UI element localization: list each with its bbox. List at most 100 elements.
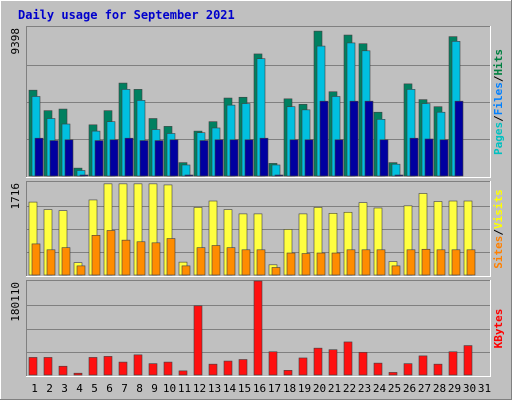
day-label: 12 — [193, 382, 206, 395]
bar-sites-day-11 — [181, 265, 191, 276]
bar-kbytes-day-27 — [418, 355, 428, 376]
bar-pages-day-28 — [439, 139, 449, 177]
bar-kbytes-day-2 — [43, 357, 53, 376]
legend-label: / — [492, 75, 505, 82]
bar-sites-day-18 — [286, 252, 296, 276]
day-label: 22 — [343, 382, 356, 395]
chart-panels: 9398Pages/Files/Hits1716Sites/Visits1801… — [9, 26, 505, 377]
bar-sites-day-6 — [106, 230, 116, 276]
legend-label: Pages — [492, 122, 505, 155]
series-legend: Pages/Files/Hits — [492, 49, 505, 155]
bar-kbytes-day-14 — [223, 360, 233, 376]
bar-sites-day-7 — [121, 239, 131, 276]
bar-pages-day-17 — [274, 174, 284, 177]
legend-label: KBytes — [492, 309, 505, 349]
day-label: 21 — [328, 382, 341, 395]
bar-sites-day-15 — [241, 249, 251, 276]
y-max-label: 9398 — [9, 28, 22, 55]
bar-kbytes-day-19 — [298, 357, 308, 376]
bar-pages-day-20 — [319, 100, 329, 177]
day-label: 8 — [136, 382, 143, 395]
bar-kbytes-day-24 — [373, 362, 383, 376]
bar-sites-day-17 — [271, 267, 281, 276]
bar-pages-day-18 — [289, 139, 299, 177]
bar-kbytes-day-12 — [193, 305, 203, 376]
bar-pages-day-8 — [139, 140, 149, 177]
bar-pages-day-16 — [259, 137, 269, 177]
day-label: 3 — [61, 382, 68, 395]
bar-kbytes-day-9 — [148, 363, 158, 376]
bar-pages-day-12 — [199, 140, 209, 177]
bar-sites-day-25 — [391, 265, 401, 276]
series-legend: KBytes — [492, 309, 505, 349]
day-label: 15 — [238, 382, 251, 395]
day-label: 25 — [388, 382, 401, 395]
day-label: 17 — [268, 382, 281, 395]
bar-pages-day-9 — [154, 140, 164, 177]
day-label: 4 — [76, 382, 83, 395]
bar-pages-day-23 — [364, 100, 374, 177]
bar-pages-day-19 — [304, 139, 314, 177]
bar-pages-day-29 — [454, 100, 464, 177]
bar-pages-day-5 — [94, 140, 104, 177]
bar-sites-day-19 — [301, 253, 311, 276]
bar-kbytes-day-3 — [58, 365, 68, 376]
day-label: 2 — [46, 382, 53, 395]
bar-kbytes-day-23 — [358, 351, 368, 376]
legend-label: Files — [492, 82, 505, 115]
day-label: 16 — [253, 382, 266, 395]
bar-kbytes-day-29 — [448, 351, 458, 376]
bar-sites-day-21 — [331, 252, 341, 276]
bar-sites-day-12 — [196, 247, 206, 276]
day-label: 7 — [121, 382, 128, 395]
bar-sites-day-1 — [31, 243, 41, 276]
day-label: 24 — [373, 382, 387, 395]
bar-pages-day-2 — [49, 140, 59, 177]
bar-pages-day-14 — [229, 139, 239, 177]
bar-sites-day-28 — [436, 249, 446, 276]
day-label: 5 — [91, 382, 98, 395]
bar-sites-day-10 — [166, 238, 176, 276]
y-max-label: 1716 — [9, 183, 22, 210]
bar-files-day-11 — [181, 164, 191, 177]
bar-pages-day-7 — [124, 137, 134, 177]
bar-kbytes-day-1 — [28, 357, 38, 376]
bar-kbytes-day-30 — [463, 345, 473, 376]
day-label: 23 — [358, 382, 371, 395]
bar-kbytes-day-13 — [208, 363, 218, 376]
bar-sites-day-13 — [211, 245, 221, 276]
bar-kbytes-day-21 — [328, 349, 338, 376]
legend-label: Sites — [492, 236, 505, 269]
day-label: 18 — [283, 382, 296, 395]
panel-kbytes: 180110 KBytes — [9, 280, 505, 377]
bar-kbytes-day-6 — [103, 356, 113, 376]
bar-sites-day-2 — [46, 249, 56, 276]
bar-kbytes-day-25 — [388, 372, 398, 376]
legend-label: Hits — [492, 49, 505, 76]
bar-sites-day-23 — [361, 249, 371, 276]
bar-pages-day-22 — [349, 100, 359, 177]
legend-label: Visits — [492, 189, 505, 229]
bar-sites-day-22 — [346, 249, 356, 276]
bar-sites-day-9 — [151, 242, 161, 276]
day-axis: 1 2 3 4 5 6 7 8 9 10 11 12 13 14 15 16 17 18 19 20 21 22 23 24 2… — [31, 382, 491, 395]
bar-pages-day-4 — [79, 174, 89, 177]
day-label: 20 — [313, 382, 326, 395]
y-max-label: 180110 — [9, 282, 22, 322]
day-label: 1 — [31, 382, 38, 395]
legend-label: / — [492, 229, 505, 236]
bar-files-day-25 — [391, 163, 401, 177]
bar-sites-day-4 — [76, 265, 86, 276]
bar-sites-day-14 — [226, 247, 236, 276]
panel-visits-sites: 1716 Sites/Visits — [9, 181, 505, 277]
bar-sites-day-29 — [451, 249, 461, 276]
bar-kbytes-day-28 — [433, 363, 443, 376]
bar-files-day-17 — [271, 164, 281, 177]
day-label: 9 — [151, 382, 158, 395]
bar-kbytes-day-8 — [133, 354, 143, 376]
day-label: 28 — [433, 382, 446, 395]
day-label: 10 — [163, 382, 176, 395]
bar-pages-day-1 — [34, 137, 44, 177]
